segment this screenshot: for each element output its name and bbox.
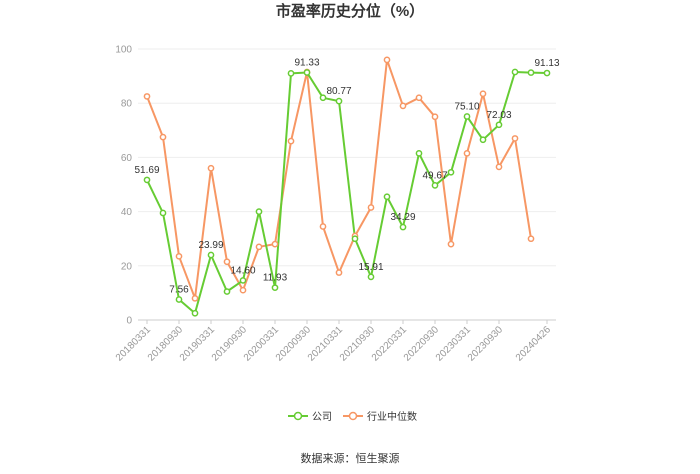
data-point[interactable] (271, 284, 279, 292)
data-label: 11.93 (263, 273, 288, 284)
data-point[interactable] (431, 182, 439, 189)
data-point[interactable] (527, 69, 535, 76)
data-label: 80.77 (326, 86, 351, 97)
data-label: 49.67 (422, 170, 447, 181)
legend-marker-company (293, 411, 303, 421)
data-labels: 51.69 7.56 23.99 14.60 11.93 91.33 80.77 15.91 3… (134, 57, 559, 295)
data-label: 7.56 (169, 285, 189, 296)
data-point[interactable] (495, 163, 503, 171)
data-point[interactable] (367, 204, 375, 211)
data-point[interactable] (399, 102, 407, 110)
data-point[interactable] (447, 240, 455, 248)
y-tick-label: 60 (121, 153, 133, 164)
data-point[interactable] (207, 251, 215, 259)
data-point[interactable] (287, 70, 295, 77)
data-point[interactable] (319, 223, 327, 230)
data-point[interactable] (255, 243, 263, 251)
legend-item-industry-median[interactable]: 行业中位数 (343, 410, 417, 423)
data-point[interactable] (527, 235, 535, 243)
data-point[interactable] (431, 113, 439, 121)
data-point[interactable] (175, 296, 183, 303)
series-line-0 (146, 71, 548, 315)
data-point[interactable] (319, 94, 327, 102)
data-point[interactable] (463, 113, 471, 120)
data-point[interactable] (399, 223, 407, 231)
series-points (143, 56, 551, 317)
y-tick-label: 20 (121, 261, 133, 272)
series-lines (146, 58, 548, 315)
data-label: 91.33 (294, 57, 319, 68)
data-point[interactable] (239, 277, 247, 284)
data-point[interactable] (479, 90, 487, 98)
data-point[interactable] (495, 121, 503, 129)
data-point[interactable] (143, 93, 151, 100)
data-point[interactable] (239, 286, 247, 294)
y-tick-label: 100 (115, 45, 132, 56)
data-label: 72.03 (486, 110, 511, 121)
data-point[interactable] (223, 258, 231, 266)
legend: 公司 行业中位数 (288, 410, 417, 423)
data-label: 34.29 (390, 212, 415, 223)
data-point[interactable] (223, 288, 231, 295)
x-tick-label: 20240426 (514, 324, 554, 364)
data-point[interactable] (271, 240, 279, 248)
y-axis: 0 20 40 60 80 100 (115, 45, 132, 327)
data-point[interactable] (207, 164, 215, 172)
y-tick-label: 40 (121, 207, 133, 218)
legend-label-industry-median: 行业中位数 (367, 410, 417, 423)
data-label: 14.60 (230, 265, 255, 276)
data-point[interactable] (351, 235, 359, 243)
data-label: 75.10 (454, 101, 479, 112)
data-point[interactable] (175, 252, 183, 260)
data-point[interactable] (367, 273, 375, 281)
data-point[interactable] (511, 68, 519, 76)
data-point[interactable] (543, 69, 551, 77)
data-label: 51.69 (134, 165, 159, 176)
data-point[interactable] (415, 149, 423, 157)
data-point[interactable] (191, 294, 199, 302)
data-point[interactable] (447, 168, 455, 176)
data-label: 23.99 (198, 240, 223, 251)
data-point[interactable] (383, 56, 391, 64)
data-point[interactable] (159, 209, 167, 217)
data-point[interactable] (383, 193, 391, 201)
data-point[interactable] (143, 176, 151, 184)
data-point[interactable] (415, 94, 423, 102)
x-tick-label: 20230930 (466, 324, 506, 364)
legend-item-company[interactable]: 公司 (288, 411, 332, 423)
data-point[interactable] (479, 136, 487, 144)
source-note: 数据来源：恒生聚源 (301, 451, 400, 465)
legend-marker-industry-median (348, 411, 358, 421)
y-tick-label: 0 (126, 316, 132, 327)
data-point[interactable] (159, 133, 167, 141)
data-point[interactable] (463, 149, 471, 157)
legend-label-company: 公司 (312, 412, 332, 423)
data-point[interactable] (255, 208, 263, 215)
data-point[interactable] (287, 137, 295, 145)
data-point[interactable] (511, 135, 519, 142)
data-point[interactable] (335, 97, 343, 105)
data-label: 91.13 (534, 58, 559, 69)
data-point[interactable] (303, 69, 311, 76)
x-axis: 2018033120180930201903312019093020200331… (114, 320, 554, 364)
y-tick-label: 80 (121, 99, 133, 110)
chart-title: 市盈率历史分位（%） (276, 2, 424, 20)
data-point[interactable] (191, 309, 199, 317)
data-label: 15.91 (358, 262, 383, 273)
data-point[interactable] (335, 269, 343, 276)
